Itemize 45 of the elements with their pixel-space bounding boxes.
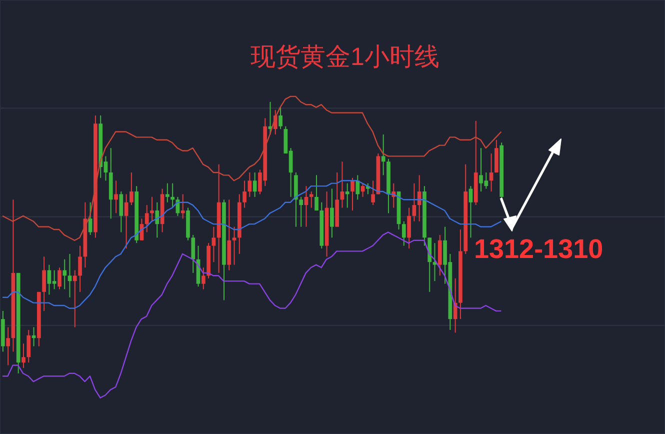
candlestick (42, 256, 46, 312)
candlestick (144, 204, 149, 233)
candlestick (6, 326, 10, 366)
candlestick (248, 172, 252, 198)
candlestick (381, 134, 386, 176)
candlestick (212, 226, 216, 263)
candlestick (314, 174, 318, 211)
candlestick (402, 220, 406, 246)
candlestick (412, 182, 416, 222)
candlestick (68, 253, 72, 298)
candlestick (252, 172, 257, 198)
candlestick (350, 177, 354, 211)
candlestick (191, 234, 196, 274)
candlestick (232, 226, 236, 266)
candlestick (166, 182, 170, 203)
candlestick (345, 182, 350, 208)
candlestick (78, 245, 82, 292)
candlestick (26, 329, 31, 364)
candlestick (278, 106, 282, 130)
candlestick (58, 267, 62, 290)
candlestick (417, 174, 422, 222)
candlestick (309, 190, 314, 208)
candlestick (72, 270, 77, 328)
candlestick (22, 343, 26, 368)
candlestick (150, 196, 154, 222)
candlestick (330, 188, 334, 238)
candlestick (180, 194, 185, 220)
candlestick (124, 194, 128, 249)
chart-title: 现货黄金1小时线 (250, 42, 440, 73)
candlestick (170, 182, 174, 208)
candlestick (468, 186, 473, 238)
candlestick (201, 267, 206, 290)
candlestick (360, 182, 365, 198)
annotation: 1312-1310 (474, 234, 604, 265)
candlestick (119, 190, 124, 233)
candlestick (407, 207, 411, 249)
candlestick (432, 242, 437, 282)
candlestick (356, 174, 360, 200)
candlestick (371, 180, 375, 206)
candlestick (62, 258, 67, 290)
candlestick (130, 172, 134, 206)
candlestick (114, 180, 118, 214)
candlestick (299, 196, 304, 228)
candlestick (242, 180, 246, 208)
candlestick (155, 202, 160, 238)
